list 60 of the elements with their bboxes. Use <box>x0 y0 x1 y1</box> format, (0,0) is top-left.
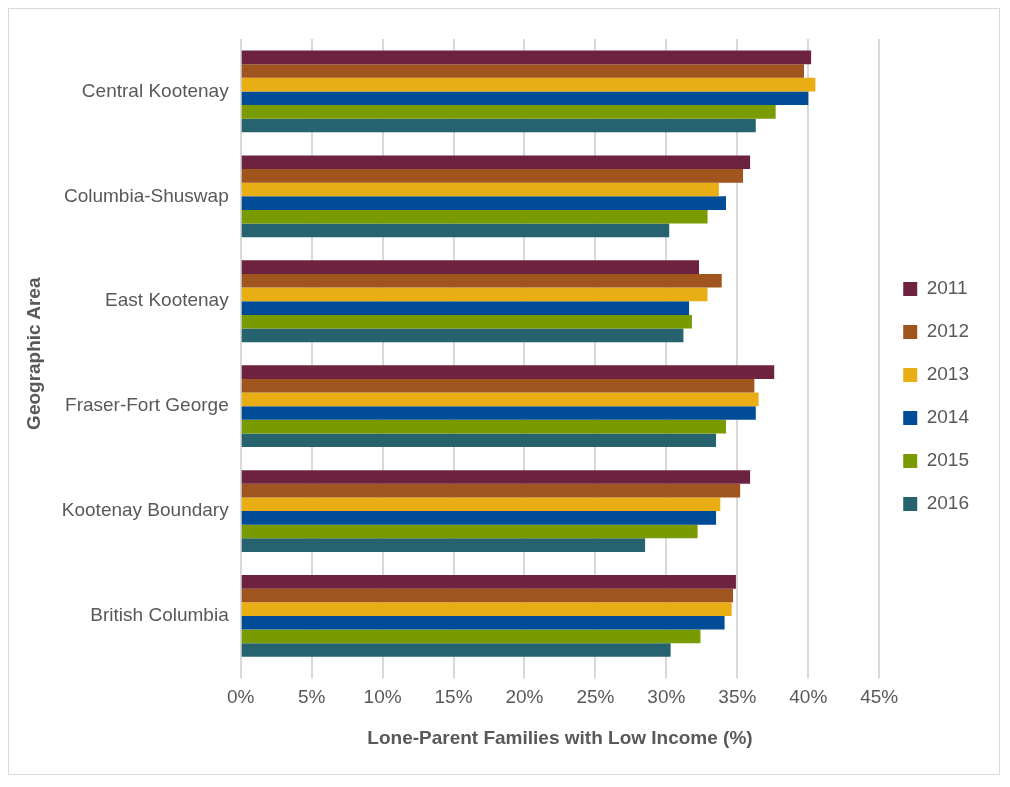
legend-label: 2011 <box>926 277 968 299</box>
bar <box>241 169 744 183</box>
x-axis-title: Lone-Parent Families with Low Income (%) <box>367 726 753 748</box>
bar <box>241 419 726 434</box>
bar <box>241 182 719 197</box>
bar <box>241 538 646 552</box>
bar <box>241 483 741 498</box>
x-tick-label: 20% <box>505 686 544 708</box>
bar <box>241 629 701 644</box>
bar <box>241 575 736 589</box>
x-tick-label: 5% <box>297 686 326 708</box>
bar <box>241 328 684 343</box>
x-tick-label: 30% <box>647 686 686 708</box>
bar <box>241 643 671 657</box>
bar <box>241 209 708 224</box>
bar <box>241 615 725 630</box>
y-tick-label: East Kootenay <box>105 289 230 311</box>
bar <box>241 602 732 616</box>
x-tick-label: 10% <box>363 686 402 708</box>
bar <box>241 392 759 407</box>
bar <box>241 91 809 106</box>
y-tick-label: Fraser-Fort George <box>65 394 229 416</box>
y-tick-label: Central Kootenay <box>81 79 230 101</box>
bar <box>241 314 692 329</box>
bar <box>241 105 776 119</box>
x-tick-label: 25% <box>576 686 615 708</box>
x-tick-label: 0% <box>226 686 255 708</box>
legend-label: 2012 <box>926 320 970 342</box>
bar <box>241 470 751 484</box>
bar <box>241 511 717 525</box>
bar <box>241 273 722 288</box>
y-axis-title: Geographic Area <box>22 277 44 430</box>
legend-label: 2015 <box>926 449 970 471</box>
bar <box>241 64 805 78</box>
x-tick-label: 35% <box>718 686 757 708</box>
bar <box>241 406 756 420</box>
bar <box>241 365 775 379</box>
legend-label: 2016 <box>926 492 970 514</box>
bar <box>241 588 734 603</box>
bar <box>241 301 690 315</box>
legend-label: 2014 <box>926 406 970 428</box>
bar <box>241 223 670 238</box>
bar <box>241 50 812 65</box>
bar <box>241 524 698 539</box>
legend-label: 2013 <box>926 363 970 385</box>
bar <box>241 155 751 170</box>
bar <box>241 497 721 512</box>
bar <box>241 378 755 393</box>
bar <box>241 433 717 448</box>
bar <box>241 196 726 210</box>
y-tick-label: Columbia-Shuswap <box>63 184 229 206</box>
bar <box>241 287 708 302</box>
x-tick-label: 15% <box>434 686 473 708</box>
bar <box>241 77 816 92</box>
x-tick-label: 40% <box>789 686 828 708</box>
y-tick-label: Kootenay Boundary <box>61 499 230 521</box>
y-tick-label: British Columbia <box>90 604 230 626</box>
bar <box>241 260 700 274</box>
x-tick-label: 45% <box>860 686 899 708</box>
bar <box>241 118 756 133</box>
